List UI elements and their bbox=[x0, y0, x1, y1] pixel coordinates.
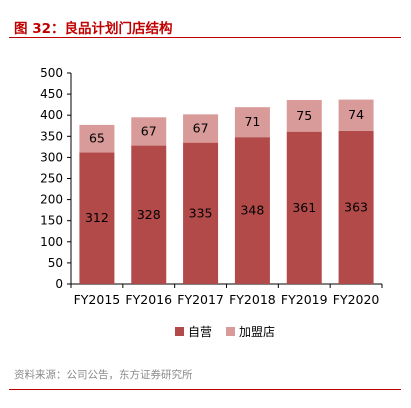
data-label-direct: 335 bbox=[189, 205, 213, 220]
data-label-franchise: 71 bbox=[244, 114, 260, 129]
y-tick-label: 250 bbox=[40, 172, 63, 186]
source-note: 资料来源：公司公告，东方证券研究所 bbox=[14, 369, 193, 381]
bar-direct bbox=[131, 145, 167, 284]
data-label-franchise: 65 bbox=[89, 131, 105, 146]
legend-swatch-franchise bbox=[226, 327, 236, 336]
x-tick-label: FY2018 bbox=[229, 292, 276, 307]
data-label-franchise: 74 bbox=[348, 107, 364, 122]
bar-direct bbox=[338, 130, 374, 284]
y-tick-label: 350 bbox=[40, 129, 63, 143]
data-label-direct: 348 bbox=[240, 203, 264, 218]
data-label-direct: 328 bbox=[137, 207, 161, 222]
x-tick-label: FY2020 bbox=[333, 292, 380, 307]
bar-franchise bbox=[183, 114, 219, 143]
y-tick-label: 50 bbox=[48, 256, 63, 270]
y-tick-label: 400 bbox=[40, 108, 63, 122]
bar-franchise bbox=[131, 117, 167, 146]
footer-divider bbox=[9, 389, 401, 390]
x-tick-label: FY2017 bbox=[177, 292, 224, 307]
data-label-franchise: 75 bbox=[296, 108, 312, 123]
title-divider bbox=[9, 37, 401, 38]
figure-title: 图 32：良品计划门店结构 bbox=[14, 21, 173, 37]
data-label-franchise: 67 bbox=[141, 123, 157, 138]
y-tick-label: 500 bbox=[40, 66, 63, 80]
legend: 自营 加盟店 bbox=[175, 323, 289, 340]
legend-label-franchise: 加盟店 bbox=[239, 325, 276, 339]
data-label-direct: 361 bbox=[292, 200, 316, 215]
data-label-direct: 312 bbox=[85, 210, 109, 225]
bar-franchise bbox=[338, 99, 374, 131]
y-tick-label: 150 bbox=[40, 214, 63, 228]
bar-franchise bbox=[286, 100, 322, 132]
y-tick-label: 0 bbox=[55, 277, 63, 291]
x-tick-label: FY2019 bbox=[281, 292, 328, 307]
legend-item-direct: 自营 bbox=[175, 323, 212, 340]
legend-swatch-direct bbox=[175, 327, 184, 336]
data-label-franchise: 67 bbox=[193, 120, 209, 135]
data-label-direct: 363 bbox=[344, 199, 368, 214]
bar-franchise bbox=[234, 107, 270, 138]
bar-franchise bbox=[79, 124, 115, 153]
y-tick-label: 450 bbox=[40, 87, 63, 101]
bar-direct bbox=[234, 137, 270, 284]
bar-direct bbox=[286, 131, 322, 284]
y-tick-label: 200 bbox=[40, 193, 63, 207]
y-tick-label: 300 bbox=[40, 150, 63, 164]
x-tick-label: FY2015 bbox=[74, 292, 121, 307]
legend-item-franchise: 加盟店 bbox=[226, 323, 275, 340]
legend-label-direct: 自营 bbox=[188, 325, 213, 339]
bar-direct bbox=[79, 152, 115, 284]
x-tick-label: FY2016 bbox=[125, 292, 172, 307]
bar-direct bbox=[183, 142, 219, 284]
y-tick-label: 100 bbox=[40, 235, 63, 249]
